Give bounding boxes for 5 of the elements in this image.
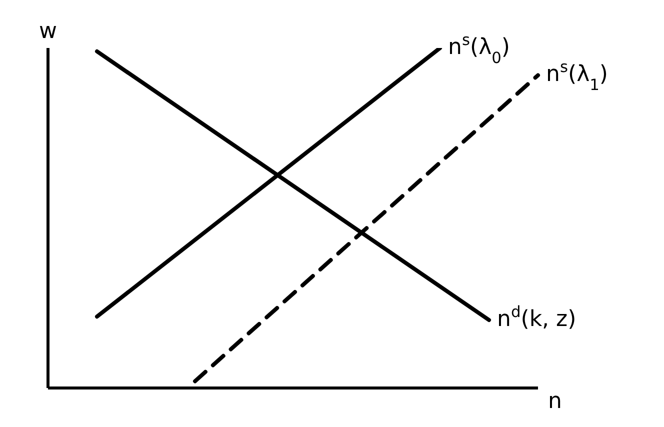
x-axis-title: n — [548, 389, 562, 414]
y-axis-title: w — [39, 19, 57, 44]
series-label: n$^{d}$(k, z) — [497, 303, 576, 332]
series-label: n$^{s}$(λ$_{1}$) — [546, 58, 608, 94]
series-label: n$^{s}$(λ$_{0}$) — [448, 31, 510, 67]
